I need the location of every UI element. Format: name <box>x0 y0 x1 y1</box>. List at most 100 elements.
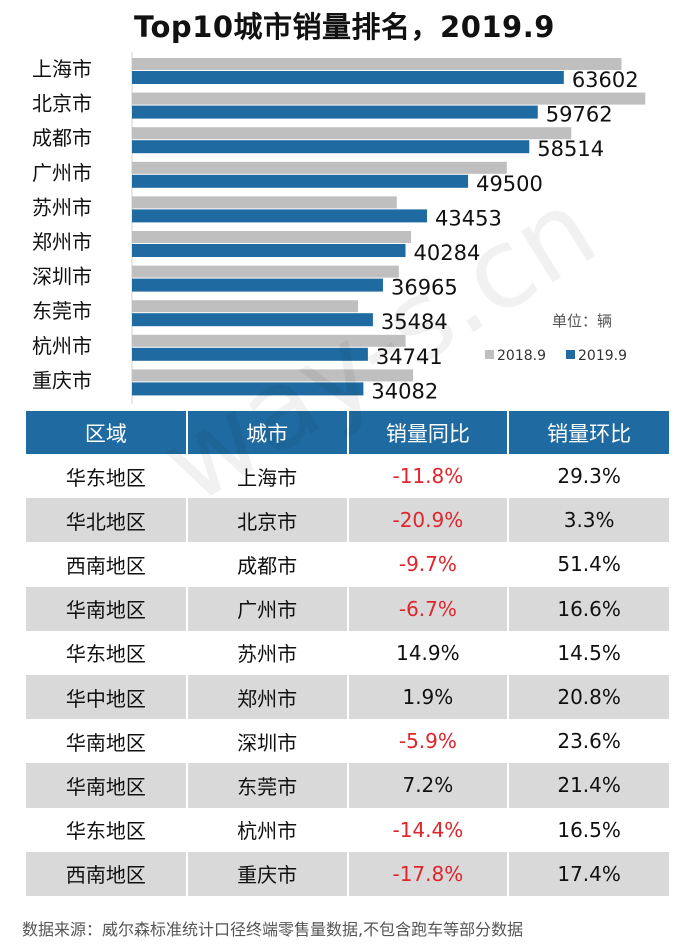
category-tick-label: 重庆市 <box>32 368 92 392</box>
table-cell: 上海市 <box>185 454 348 499</box>
table-cell: 21.4% <box>507 763 669 808</box>
category-tick-label: 杭州市 <box>32 334 92 358</box>
table-cell: 17.4% <box>507 851 669 896</box>
data-label: 49500 <box>476 172 543 196</box>
table-cell: 20.8% <box>507 674 669 720</box>
data-label: 34082 <box>371 379 438 403</box>
bar-2019-9 <box>132 278 383 292</box>
legend-label: 2019.9 <box>578 348 627 364</box>
table-cell: -14.4% <box>346 807 509 852</box>
chart-title: Top10城市销量排名，2019.9 <box>134 10 555 44</box>
table-row: 华北地区 北京市 -20.9% 3.3% <box>26 498 669 543</box>
table-cell: 16.6% <box>507 586 669 631</box>
data-source-note: 数据来源：威尔森标准统计口径终端零售量数据,不包含跑车等部分数据 <box>22 920 524 939</box>
table-cell: 西南地区 <box>26 542 187 587</box>
table-cell: 14.9% <box>346 630 509 675</box>
table-cell: -9.7% <box>346 542 509 587</box>
table-cell: 苏州市 <box>185 630 348 675</box>
table-row: 西南地区 成都市 -9.7% 51.4% <box>26 542 669 587</box>
table-cell: 华东地区 <box>26 630 187 675</box>
legend-swatch <box>566 350 575 359</box>
table-cell: 29.3% <box>507 454 669 499</box>
bar-2019-9 <box>132 71 564 84</box>
data-label: 34741 <box>376 345 443 369</box>
category-tick-label: 广州市 <box>32 161 92 185</box>
table-cell: 华南地区 <box>26 586 187 631</box>
column-header: 城市 <box>185 411 348 454</box>
table-cell: -20.9% <box>346 498 509 543</box>
column-header: 销量环比 <box>507 411 669 454</box>
bar-2018-9 <box>132 58 622 70</box>
table-row: 华南地区 广州市 -6.7% 16.6% <box>26 586 669 631</box>
category-tick-label: 郑州市 <box>32 230 92 254</box>
table-cell: 重庆市 <box>185 851 348 896</box>
table-cell: 3.3% <box>507 498 669 543</box>
table-cell: 西南地区 <box>26 851 187 896</box>
bar-2018-9 <box>132 265 399 278</box>
table-header-row: 区域 城市 销量同比 销量环比 <box>26 411 669 454</box>
bar-2018-9 <box>132 92 646 105</box>
bar-2018-9 <box>132 334 406 347</box>
table-cell: 杭州市 <box>185 807 348 852</box>
category-tick-label: 深圳市 <box>32 265 92 289</box>
table-cell: 华中地区 <box>26 674 187 720</box>
table-cell: 广州市 <box>185 586 348 631</box>
table-cell: 1.9% <box>346 674 509 720</box>
bar-2019-9 <box>132 105 538 119</box>
table-row: 华东地区 苏州市 14.9% 14.5% <box>26 630 669 675</box>
category-tick-label: 成都市 <box>32 126 92 150</box>
table-cell: 深圳市 <box>185 719 348 764</box>
table-cell: 成都市 <box>185 542 348 587</box>
bar-2019-9 <box>132 382 364 396</box>
bar-2019-9 <box>132 140 530 154</box>
category-tick-label: 苏州市 <box>32 195 92 219</box>
table-cell: 华南地区 <box>26 763 187 808</box>
bar-2019-9 <box>132 174 469 188</box>
category-tick-label: 东莞市 <box>32 299 92 323</box>
bar-2018-9 <box>132 300 359 313</box>
table-cell: -6.7% <box>346 586 509 631</box>
unit-label: 单位：辆 <box>552 312 612 330</box>
region-table: 区域 城市 销量同比 销量环比 华东地区 上海市 -11.8% 29.3% 华北地区 北京市 -2… <box>26 411 669 896</box>
data-label: 58514 <box>537 137 604 161</box>
bar-chart: 上海市 63602 北京市 59762 成都市 58514 广州市 49500 苏州市 43453… <box>32 52 646 404</box>
bar-2018-9 <box>132 161 507 174</box>
table-row: 西南地区 重庆市 -17.8% 17.4% <box>26 851 669 896</box>
column-header: 销量同比 <box>346 411 509 454</box>
table-cell: -5.9% <box>346 719 509 764</box>
category-tick-label: 北京市 <box>32 92 92 116</box>
table-cell: 7.2% <box>346 763 509 808</box>
bar-2018-9 <box>132 369 414 382</box>
table-row: 华中地区 郑州市 1.9% 20.8% <box>26 674 669 720</box>
table-cell: 14.5% <box>507 630 669 675</box>
bar-2018-9 <box>132 196 397 209</box>
bar-2018-9 <box>132 127 572 140</box>
table-cell: 东莞市 <box>185 763 348 808</box>
table-row: 华南地区 深圳市 -5.9% 23.6% <box>26 719 669 764</box>
data-label: 40284 <box>414 241 481 265</box>
table-cell: 郑州市 <box>185 674 348 720</box>
data-label: 35484 <box>381 310 448 334</box>
column-header: 区域 <box>26 411 187 454</box>
data-label: 59762 <box>546 103 613 127</box>
bar-2019-9 <box>132 313 373 327</box>
bar-2019-9 <box>132 209 428 223</box>
table-cell: 51.4% <box>507 542 669 587</box>
table-row: 华东地区 杭州市 -14.4% 16.5% <box>26 807 669 852</box>
bar-2018-9 <box>132 231 412 243</box>
table-cell: 16.5% <box>507 807 669 852</box>
table-cell: 23.6% <box>507 719 669 764</box>
table-cell: -17.8% <box>346 851 509 896</box>
table-cell: 北京市 <box>185 498 348 543</box>
table-cell: 华北地区 <box>26 498 187 543</box>
table-cell: 华东地区 <box>26 807 187 852</box>
table-cell: 华南地区 <box>26 719 187 764</box>
table-row: 华南地区 东莞市 7.2% 21.4% <box>26 763 669 808</box>
table-row: 华东地区 上海市 -11.8% 29.3% <box>26 454 669 499</box>
table-body: 华东地区 上海市 -11.8% 29.3% 华北地区 北京市 -20.9% 3.3% 西南地区成… <box>26 454 669 896</box>
legend-swatch <box>485 350 494 359</box>
legend-label: 2018.9 <box>497 348 546 364</box>
table-cell: -11.8% <box>346 454 509 499</box>
bar-2019-9 <box>132 347 368 361</box>
table-cell: 华东地区 <box>26 454 187 499</box>
